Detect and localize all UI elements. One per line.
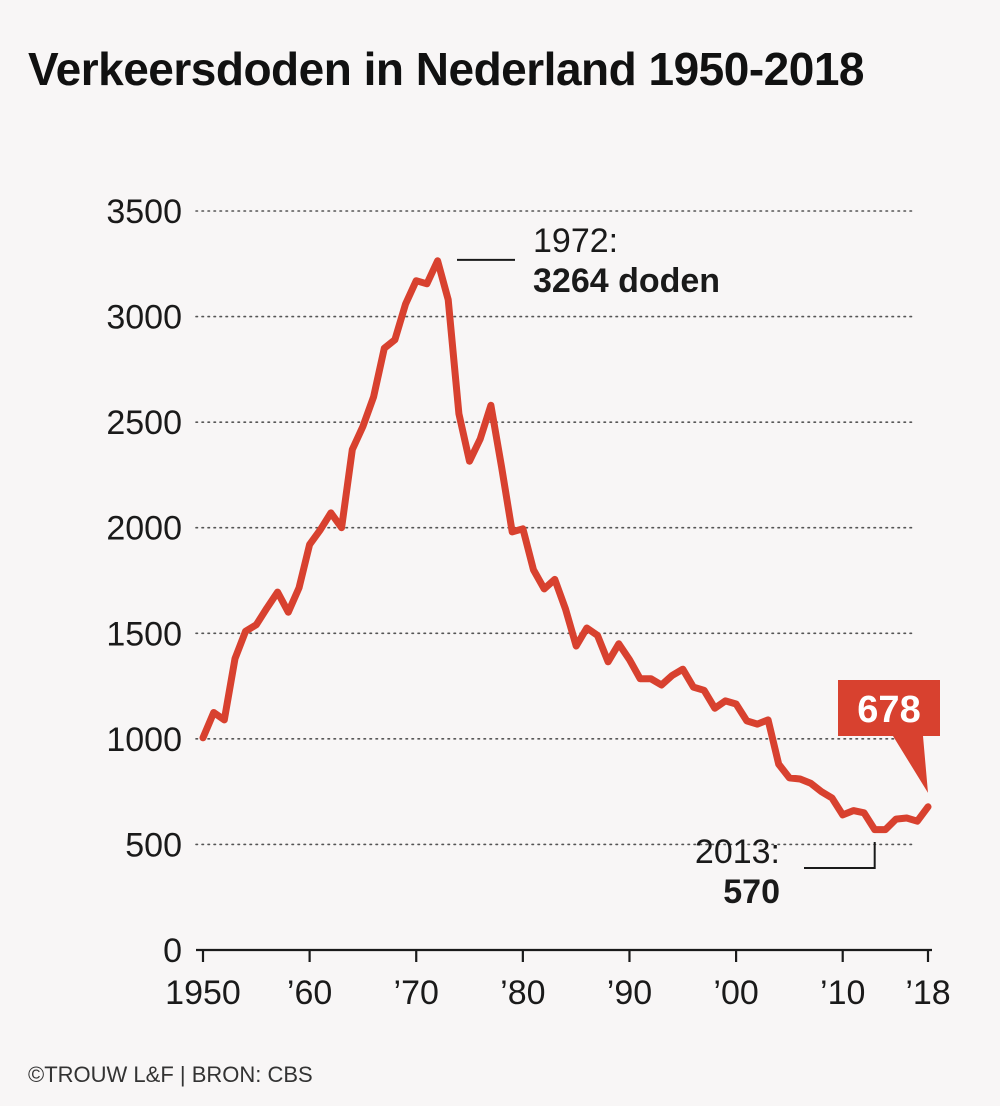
- gridlines: [195, 210, 917, 846]
- line-chart: 0 500 1000 1500 2000 2500 3000 3500 1950 ’60 ’70 ’…: [106, 193, 951, 1012]
- low-value-label: 570: [723, 873, 780, 911]
- x-tick-label: ’18: [905, 974, 950, 1012]
- y-tick-label: 0: [163, 932, 182, 970]
- y-tick-label: 1500: [106, 615, 182, 653]
- x-tick-label: ’60: [287, 974, 332, 1012]
- peak-value-label: 3264 doden: [533, 262, 720, 300]
- peak-year-label: 1972:: [533, 222, 618, 260]
- y-tick-label: 3000: [106, 299, 182, 337]
- y-tick-label: 1000: [106, 721, 182, 759]
- low-leader-line: [804, 842, 876, 869]
- x-axis-labels: 1950 ’60 ’70 ’80 ’90 ’00 ’10 ’18: [165, 974, 951, 1012]
- x-tick-label: ’90: [607, 974, 652, 1012]
- series-layer: [199, 257, 932, 834]
- low-year-label: 2013:: [695, 833, 780, 871]
- y-tick-label: 3500: [106, 193, 182, 231]
- series-line-verkeersdoden: [199, 257, 932, 834]
- callout-box-2018: [838, 680, 940, 793]
- y-tick-label: 2000: [106, 510, 182, 548]
- callout-value-2018: 678: [857, 689, 920, 731]
- chart-title: Verkeersdoden in Nederland 1950-2018: [28, 43, 865, 95]
- y-tick-label: 2500: [106, 404, 182, 442]
- x-tick-label: 1950: [165, 974, 241, 1012]
- source-credit: ©TROUW L&F | BRON: CBS: [28, 1062, 313, 1087]
- x-tick-label: ’70: [394, 974, 439, 1012]
- x-tick-label: ’10: [820, 974, 865, 1012]
- x-tick-label: ’80: [500, 974, 545, 1012]
- annotations: 1972:3264 doden 2013:570 678: [457, 222, 940, 911]
- y-tick-label: 500: [125, 826, 182, 864]
- x-tick-label: ’00: [713, 974, 758, 1012]
- y-axis-labels: 0 500 1000 1500 2000 2500 3000 3500: [106, 193, 182, 970]
- x-axis: [196, 948, 932, 962]
